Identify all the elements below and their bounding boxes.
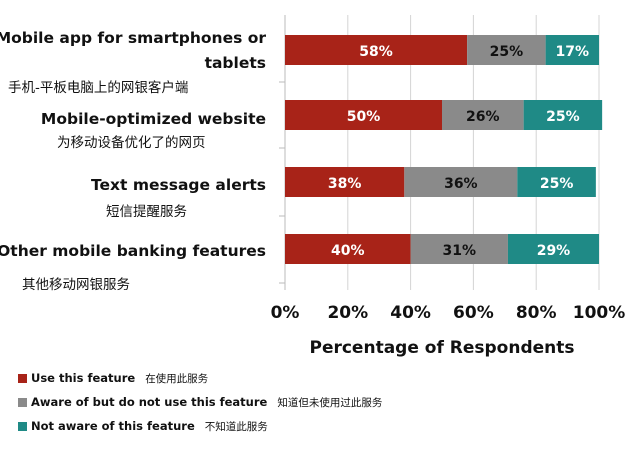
bar-segment bbox=[410, 234, 508, 264]
data-label: 38% bbox=[328, 176, 362, 192]
x-axis-label: Percentage of Respondents bbox=[309, 338, 574, 358]
category-label-cn: 为移动设备优化了的网页 bbox=[57, 134, 206, 151]
category-label-cn: 手机-平板电脑上的网银客户端 bbox=[8, 79, 188, 96]
legend-label-cn: 在使用此服务 bbox=[145, 372, 209, 385]
bar-segment bbox=[517, 167, 596, 197]
bar-segment bbox=[467, 35, 546, 65]
x-tick-label: 20% bbox=[327, 303, 368, 323]
stacked-bar-chart: 58% 25% 17% Mobile app for smartphones or ta… bbox=[0, 15, 626, 358]
x-tick-label: 0% bbox=[271, 303, 300, 323]
legend-label: Not aware of this feature bbox=[31, 419, 195, 433]
legend-swatch bbox=[18, 373, 27, 383]
bar-segment bbox=[285, 100, 442, 130]
x-tick-label: 100% bbox=[573, 303, 626, 323]
data-label: 25% bbox=[546, 109, 580, 125]
data-label: 29% bbox=[537, 243, 571, 259]
bar-segment bbox=[404, 167, 518, 197]
category-label-cn: 其他移动网银服务 bbox=[22, 277, 130, 293]
data-label: 40% bbox=[331, 243, 365, 259]
data-label: 25% bbox=[540, 176, 574, 192]
category-label-cn: 短信提醒服务 bbox=[106, 204, 187, 220]
category-label: Text message alerts bbox=[91, 176, 266, 194]
category-label: Mobile app for smartphones or bbox=[0, 29, 266, 47]
legend: Use this feature 在使用此服务 Aware of but do no… bbox=[18, 366, 382, 438]
category-label: Mobile-optimized website bbox=[41, 110, 266, 128]
data-label: 50% bbox=[347, 109, 381, 125]
legend-swatch bbox=[18, 421, 27, 431]
category-label: tablets bbox=[205, 54, 266, 72]
legend-label-cn: 不知道此服务 bbox=[204, 420, 268, 433]
data-label: 31% bbox=[443, 243, 477, 259]
x-tick-label: 40% bbox=[390, 303, 431, 323]
data-label: 17% bbox=[556, 44, 590, 60]
legend-item: Use this feature 在使用此服务 bbox=[18, 366, 382, 390]
bar-segment bbox=[507, 234, 599, 264]
bar-segment bbox=[442, 100, 524, 130]
x-tick-label: 60% bbox=[453, 303, 494, 323]
data-label: 58% bbox=[359, 44, 393, 60]
bar-segment bbox=[523, 100, 603, 130]
legend-swatch bbox=[18, 397, 27, 407]
legend-label: Aware of but do not use this feature bbox=[31, 395, 268, 409]
category-label: Other mobile banking features bbox=[0, 242, 266, 260]
legend-label-cn: 知道但未使用过此服务 bbox=[277, 396, 383, 409]
bar-segment bbox=[285, 35, 468, 65]
legend-label: Use this feature bbox=[31, 371, 136, 385]
data-label: 26% bbox=[466, 109, 500, 125]
data-label: 25% bbox=[490, 44, 524, 60]
bar-segment bbox=[285, 234, 411, 264]
x-tick-label: 80% bbox=[516, 303, 557, 323]
legend-item: Aware of but do not use this feature 知道但未… bbox=[18, 390, 382, 414]
bar-segment bbox=[545, 35, 599, 65]
legend-item: Not aware of this feature 不知道此服务 bbox=[18, 414, 382, 438]
data-label: 36% bbox=[444, 176, 478, 192]
bar-segment bbox=[285, 167, 405, 197]
